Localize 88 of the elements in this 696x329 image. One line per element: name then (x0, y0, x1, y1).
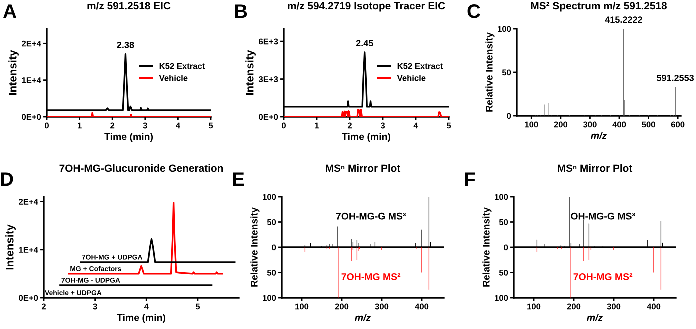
x-tick-label: 5 (208, 122, 214, 129)
x-tick-label: 200 (554, 122, 568, 128)
x-tick-label: 2 (42, 304, 46, 310)
x-tick-label: 0 (45, 122, 49, 129)
y-tick-label: 100 (263, 194, 276, 200)
y-tick-label: 0 (272, 244, 276, 251)
x-tick-label: 3 (143, 122, 148, 129)
annotation: 415.2222 (605, 16, 642, 24)
y-tick-label: 2E+4 (19, 199, 38, 205)
text: B (235, 4, 248, 18)
y-tick-label: 1E+4 (19, 247, 38, 253)
x-tick-label: 100 (525, 122, 538, 128)
annotation: 2.38 (117, 42, 134, 48)
x-tick-label: 100 (528, 304, 541, 310)
y-axis-title: Intensity (8, 50, 19, 96)
x-tick-label: 300 (583, 122, 597, 128)
y-axis-title: Relative Intensity (482, 208, 492, 287)
y-tick-label: 2E+4 (22, 40, 42, 47)
y-tick-label: 3E+3 (258, 76, 278, 82)
legend-label: Vehicle (159, 75, 188, 82)
x-tick-label: 400 (612, 122, 626, 128)
x-tick-label: 600 (671, 122, 685, 128)
x-axis-title: Time (min) (117, 314, 166, 324)
text: E (233, 172, 244, 186)
x-tick-label: 300 (607, 304, 621, 310)
y-tick-label: 0 (507, 113, 512, 120)
text: A (3, 4, 17, 18)
chart-title: MSⁿ Mirror Plot (326, 164, 401, 172)
x-tick-label: 2 (348, 122, 352, 129)
legend-label: Vehicle (397, 75, 426, 82)
y-tick-label: 6E+3 (259, 38, 278, 45)
x-tick-label: 5 (446, 122, 452, 129)
x-tick-label: 300 (375, 304, 389, 310)
chart-title: m/z 591.2518 EIC (88, 2, 171, 10)
x-tick-label: 4 (414, 122, 418, 129)
text: F (465, 172, 476, 186)
y-axis-title: Relative Intensity (486, 32, 495, 112)
chart-title: m/z 594.2719 Isotope Tracer EIC (288, 2, 446, 12)
y-tick-label: 50 (267, 270, 276, 276)
y-tick-label: 0E+0 (259, 114, 278, 120)
y-tick-label: 0E+0 (19, 295, 38, 302)
x-tick-label: 100 (296, 304, 309, 310)
x-tick-label: 3 (380, 122, 386, 129)
y-tick-label: 50 (499, 270, 508, 276)
y-tick-label: 50 (499, 219, 508, 226)
x-tick-label: 200 (567, 304, 581, 310)
text: D (1, 172, 14, 186)
x-tick-label: 400 (415, 304, 429, 310)
x-axis-title: m/z (587, 314, 604, 322)
series-label: OH-MG-G MS³ (571, 212, 636, 220)
series-label: 7OH-MG MS² (342, 274, 401, 280)
y-tick-label: 100 (498, 26, 512, 32)
series-label: 7OH-MG-G MS³ (336, 212, 406, 220)
x-tick-label: 2 (110, 122, 115, 129)
y-tick-label: 100 (495, 194, 508, 200)
x-axis-title: m/z (355, 314, 372, 322)
x-tick-label: 400 (647, 304, 661, 310)
y-tick-label: 50 (502, 70, 512, 76)
chart-title: 7OH-MG-Glucuronide Generation (60, 164, 224, 172)
legend-label: K52 Extract (160, 63, 206, 70)
annotation: 2.45 (356, 40, 374, 47)
y-axis-title: Intensity (246, 50, 256, 96)
x-axis-title: m/z (591, 132, 608, 140)
y-tick-label: 0E+0 (22, 114, 42, 120)
legend-label: K52 Extract (398, 63, 444, 70)
x-tick-label: 1 (78, 122, 82, 129)
x-tick-label: 3 (93, 304, 98, 310)
series-label: 7OH-MG MS² (574, 274, 633, 280)
x-tick-label: 4 (176, 122, 180, 129)
x-tick-label: 5 (196, 304, 200, 310)
x-tick-label: 4 (144, 304, 149, 310)
chart-title: MSⁿ Mirror Plot (558, 164, 633, 172)
x-tick-label: 1 (315, 122, 320, 129)
y-tick-label: 100 (495, 295, 508, 302)
y-axis-title: Relative Intensity (250, 208, 260, 287)
y-tick-label: 1E+4 (22, 78, 42, 84)
y-tick-label: 0 (504, 244, 508, 251)
x-tick-label: 0 (282, 122, 286, 129)
y-tick-label: 100 (263, 295, 276, 302)
x-axis-title: Time (min) (104, 133, 154, 142)
text: C (468, 4, 481, 18)
x-tick-label: 500 (642, 122, 656, 128)
annotation: 591.2553 (656, 74, 694, 82)
x-axis-title: Time (min) (342, 133, 391, 142)
y-tick-label: 50 (267, 219, 276, 226)
y-axis-title: Intensity (6, 224, 16, 270)
x-tick-label: 200 (335, 304, 349, 310)
chart-title: MS² Spectrum m/z 591.2518 (531, 2, 667, 12)
